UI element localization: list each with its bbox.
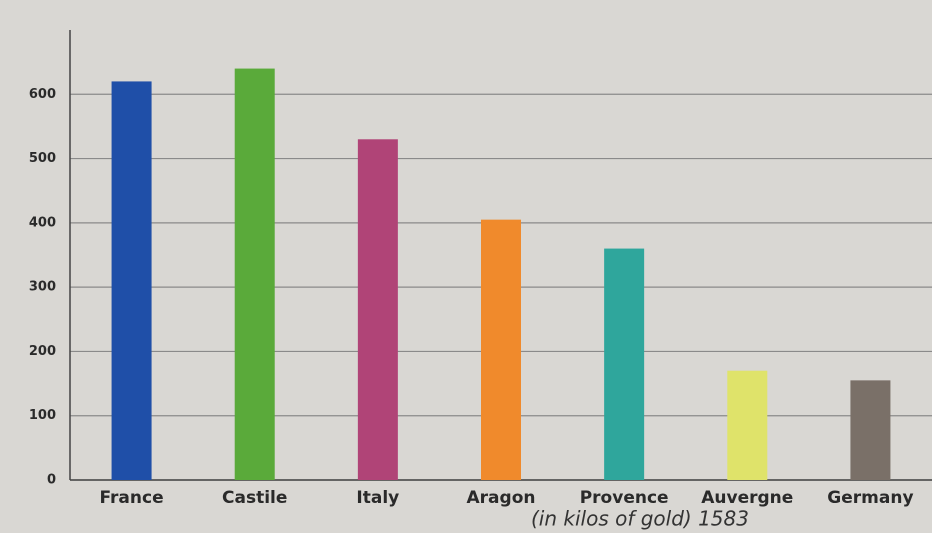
bar xyxy=(357,139,398,481)
x-tick-label: France xyxy=(100,488,164,508)
bar xyxy=(481,219,521,480)
y-tick-label: 400 xyxy=(29,215,56,230)
bar xyxy=(727,370,768,480)
x-tick-label: Italy xyxy=(356,488,399,508)
bar xyxy=(111,81,152,480)
x-tick-label: Provence xyxy=(580,488,669,508)
y-tick-label: 200 xyxy=(29,344,56,359)
x-tick-label: Germany xyxy=(827,488,913,508)
x-tick-label: Aragon xyxy=(467,488,536,508)
y-tick-label: 0 xyxy=(47,473,56,488)
bar xyxy=(234,68,275,481)
y-tick-label: 600 xyxy=(29,87,56,102)
y-tick-label: 300 xyxy=(29,280,56,295)
y-tick-label: 500 xyxy=(29,151,56,166)
x-tick-label: Auvergne xyxy=(701,488,793,508)
chart-caption: (in kilos of gold) 1583 xyxy=(531,507,749,531)
bar xyxy=(850,380,891,480)
x-tick-label: Castile xyxy=(222,488,287,508)
y-tick-label: 100 xyxy=(29,408,56,423)
bar xyxy=(604,248,645,480)
